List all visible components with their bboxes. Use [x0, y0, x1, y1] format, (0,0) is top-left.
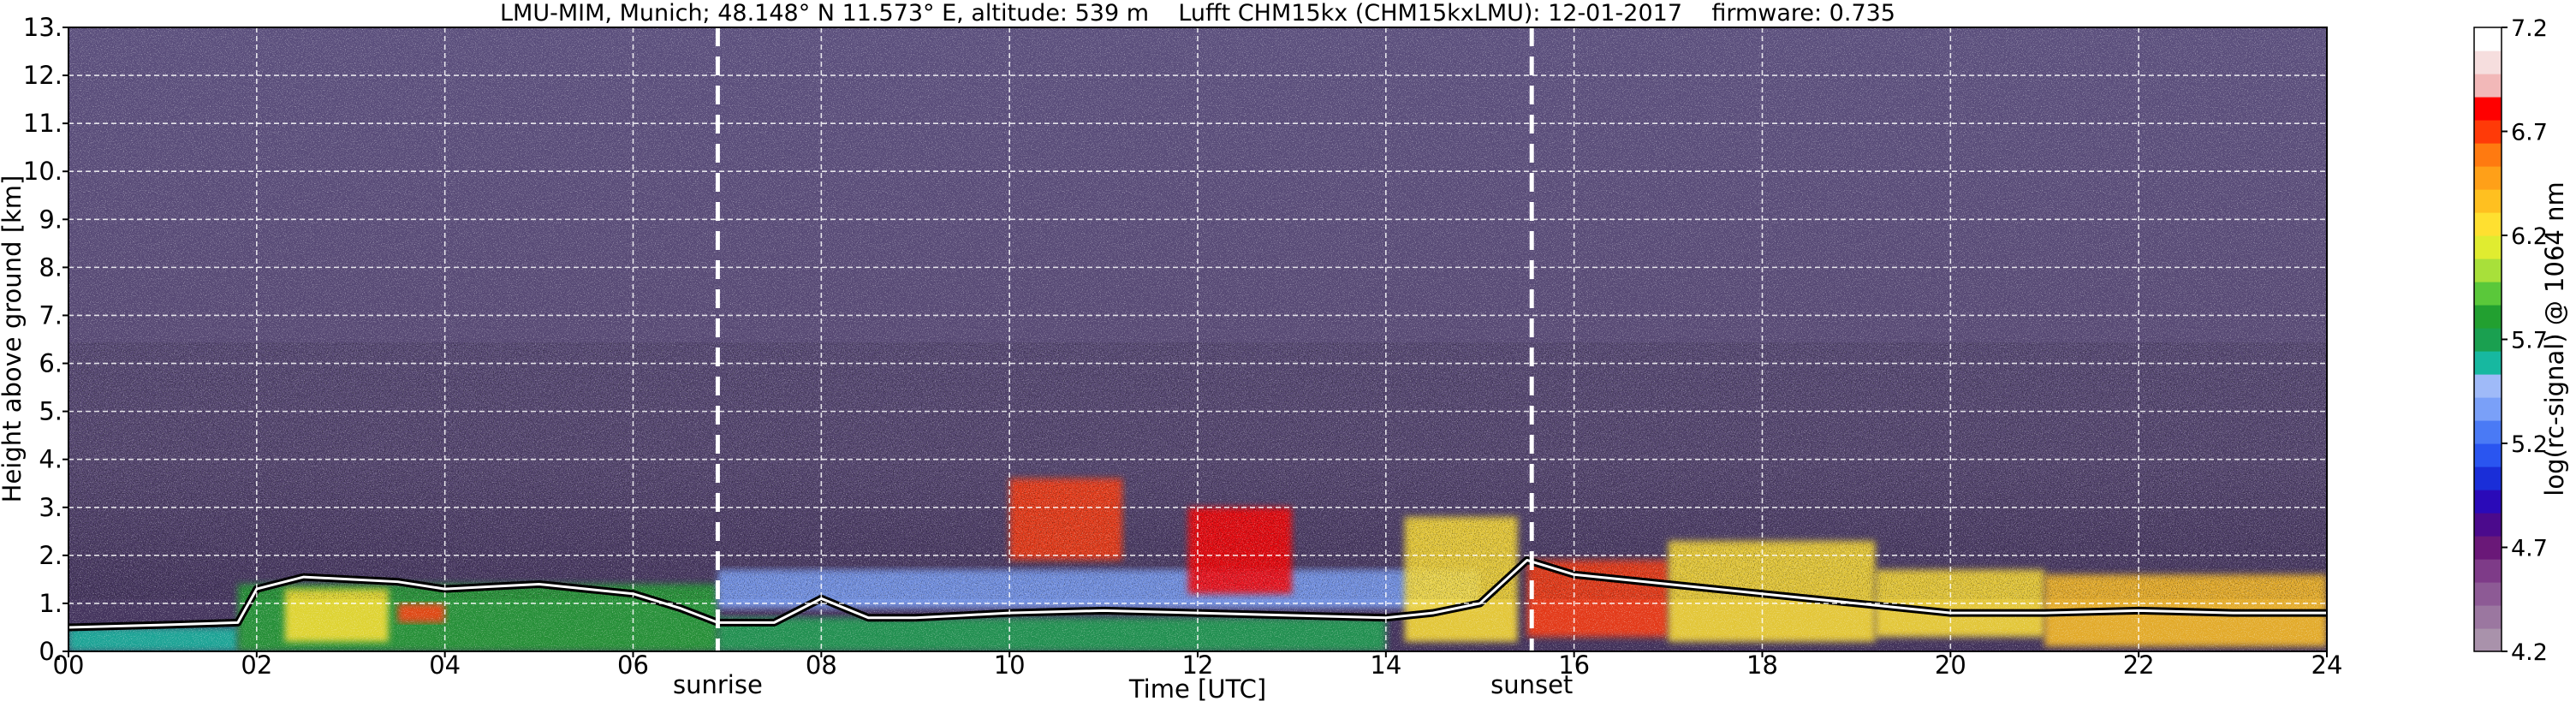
colorbar-segment	[2474, 97, 2502, 121]
colorbar-segment	[2474, 420, 2502, 444]
x-tick-label: 20	[1935, 651, 1966, 680]
colorbar-segment	[2474, 513, 2502, 537]
colorbar-tick-label: 4.7	[2511, 536, 2548, 562]
series-highlight-1	[68, 558, 2327, 629]
x-tick-label: 00	[53, 651, 85, 680]
y-tick-label: 6.	[39, 349, 62, 378]
x-tick-label: 14	[1370, 651, 1401, 680]
colorbar: 4.2 4.7 5.2 5.7 6.2 6.7 7.2	[2473, 15, 2548, 666]
colorbar-segment	[2474, 328, 2502, 352]
colorbar-segment	[2474, 282, 2502, 306]
y-tick-label: 0.	[39, 637, 62, 666]
x-tick-label: 10	[994, 651, 1026, 680]
y-tick-label: 2.	[39, 541, 62, 570]
y-tick-label: 11.	[23, 109, 62, 138]
y-axis-ticks: 0. 1. 2. 3. 4. 5. 6. 7. 8. 9. 10. 11. 12. 13.	[23, 13, 68, 666]
y-axis-label: Height above ground [km]	[0, 175, 27, 503]
x-axis-ticks: 00 02 04 06 08 10 12 14 16 18 20 22 24	[53, 651, 2343, 680]
x-tick-label: 22	[2123, 651, 2155, 680]
chart-title: LMU-MIM, Munich; 48.148° N 11.573° E, al…	[500, 0, 1895, 27]
colorbar-segment	[2474, 628, 2502, 652]
y-tick-label: 12.	[23, 61, 62, 90]
x-tick-label: 02	[241, 651, 272, 680]
colorbar-segment	[2474, 536, 2502, 560]
signal-noise-dark	[68, 342, 2327, 599]
x-tick-label: 16	[1558, 651, 1590, 680]
x-tick-label: 04	[429, 651, 461, 680]
colorbar-segment	[2474, 74, 2502, 98]
marker-label-sunset: sunset	[1490, 670, 1573, 699]
x-tick-label: 24	[2311, 651, 2343, 680]
colorbar-segment	[2474, 582, 2502, 606]
colorbar-segment	[2474, 120, 2502, 144]
colorbar-tick-label: 5.7	[2511, 328, 2548, 354]
colorbar-segment	[2474, 397, 2502, 421]
y-tick-label: 8.	[39, 253, 62, 282]
colorbar-segment	[2474, 27, 2502, 51]
colorbar-tick-label: 6.2	[2511, 223, 2548, 250]
y-tick-label: 3.	[39, 493, 62, 522]
y-tick-label: 13.	[23, 13, 62, 42]
y-tick-label: 10.	[23, 157, 62, 186]
x-axis-label: Time [UTC]	[1128, 674, 1266, 704]
colorbar-segment	[2474, 443, 2502, 467]
colorbar-segment	[2474, 605, 2502, 629]
colorbar-segment	[2474, 235, 2502, 259]
colorbar-label: log(rc-signal) @ 1064 nm	[2540, 181, 2569, 496]
colorbar-segment	[2474, 374, 2502, 398]
marker-label-sunrise: sunrise	[673, 670, 763, 699]
colorbar-segment	[2474, 50, 2502, 74]
y-tick-label: 9.	[39, 205, 62, 234]
colorbar-tick-label: 4.2	[2511, 639, 2548, 666]
colorbar-tick-label: 7.2	[2511, 15, 2548, 42]
x-tick-label: 18	[1746, 651, 1778, 680]
plot-area: sunrise sunset	[68, 27, 2328, 699]
colorbar-segment	[2474, 166, 2502, 190]
colorbar-segment	[2474, 189, 2502, 213]
y-tick-label: 4.	[39, 445, 62, 474]
colorbar-segment	[2474, 258, 2502, 282]
colorbar-segment	[2474, 351, 2502, 375]
x-tick-label: 06	[617, 651, 649, 680]
x-tick-label: 12	[1182, 651, 1214, 680]
x-tick-label: 08	[806, 651, 837, 680]
grid-lines	[68, 27, 2327, 651]
colorbar-tick-label: 5.2	[2511, 431, 2548, 458]
boundary-layer-lines	[68, 556, 2327, 632]
y-tick-label: 7.	[39, 300, 62, 330]
sun-markers: sunrise sunset	[673, 27, 1573, 699]
colorbar-segment	[2474, 490, 2502, 514]
colorbar-segment	[2474, 143, 2502, 167]
colorbar-segment	[2474, 466, 2502, 490]
colorbar-segment	[2474, 559, 2502, 583]
y-tick-label: 1.	[39, 589, 62, 618]
colorbar-segment	[2474, 212, 2502, 236]
colorbar-segment	[2474, 305, 2502, 329]
colorbar-tick-label: 6.7	[2511, 120, 2548, 146]
y-tick-label: 5.	[39, 397, 62, 426]
